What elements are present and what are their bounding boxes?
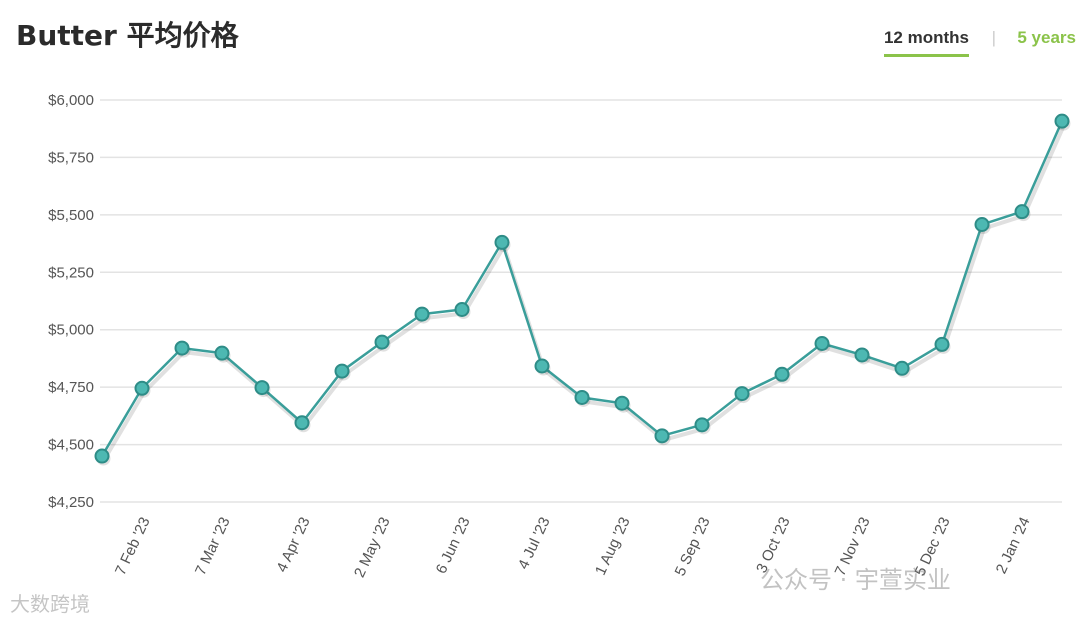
x-tick-label: 7 Mar '23	[192, 515, 234, 578]
data-point	[934, 336, 950, 352]
x-tick-label: 7 Feb '23	[112, 515, 154, 578]
x-tick-label: 2 May '23	[351, 515, 394, 581]
data-point	[814, 335, 830, 351]
data-point	[574, 389, 590, 405]
watermark-left: 大数跨境	[10, 592, 90, 616]
x-tick-label: 4 Jul '23	[515, 515, 554, 572]
x-tick-label: 2 Jan '24	[993, 515, 1034, 577]
data-point	[734, 386, 750, 402]
data-point	[694, 417, 710, 433]
data-point	[134, 380, 150, 396]
y-tick-label: $4,750	[48, 379, 94, 396]
data-point	[374, 334, 390, 350]
y-tick-label: $5,000	[48, 322, 94, 339]
data-point	[894, 360, 910, 376]
x-tick-label: 4 Apr '23	[273, 515, 313, 575]
data-point	[614, 395, 630, 411]
data-point	[974, 217, 990, 233]
x-tick-label: 1 Aug '23	[592, 515, 634, 578]
y-tick-label: $6,000	[48, 92, 94, 109]
x-tick-label: 6 Jun '23	[433, 515, 474, 577]
series-line-shadow	[102, 124, 1066, 462]
y-tick-label: $4,250	[48, 494, 94, 511]
y-tick-label: $5,250	[48, 264, 94, 281]
data-point	[454, 301, 470, 317]
data-point	[854, 347, 870, 363]
chart-title: Butter 平均价格	[16, 19, 239, 52]
data-point	[654, 428, 670, 444]
data-point	[294, 415, 310, 431]
data-point	[174, 340, 190, 356]
y-tick-label: $5,750	[48, 149, 94, 166]
data-point	[494, 234, 510, 250]
data-point	[1014, 204, 1030, 220]
x-tick-label: 5 Sep '23	[672, 515, 714, 579]
tab-12-months[interactable]: 12 months	[883, 28, 969, 57]
data-point	[94, 448, 110, 464]
tab-5-years[interactable]: 5 years	[1017, 28, 1076, 47]
data-point	[334, 363, 350, 379]
watermark-right: 公众号 · 宇萱实业	[760, 566, 951, 594]
y-tick-label: $4,500	[48, 437, 94, 454]
data-point	[534, 358, 550, 374]
y-tick-label: $5,500	[48, 207, 94, 224]
tab-separator: |	[991, 28, 996, 47]
data-point	[1054, 113, 1070, 129]
data-point	[254, 380, 270, 396]
data-point	[214, 345, 230, 361]
data-point	[414, 306, 430, 322]
data-point	[774, 366, 790, 382]
